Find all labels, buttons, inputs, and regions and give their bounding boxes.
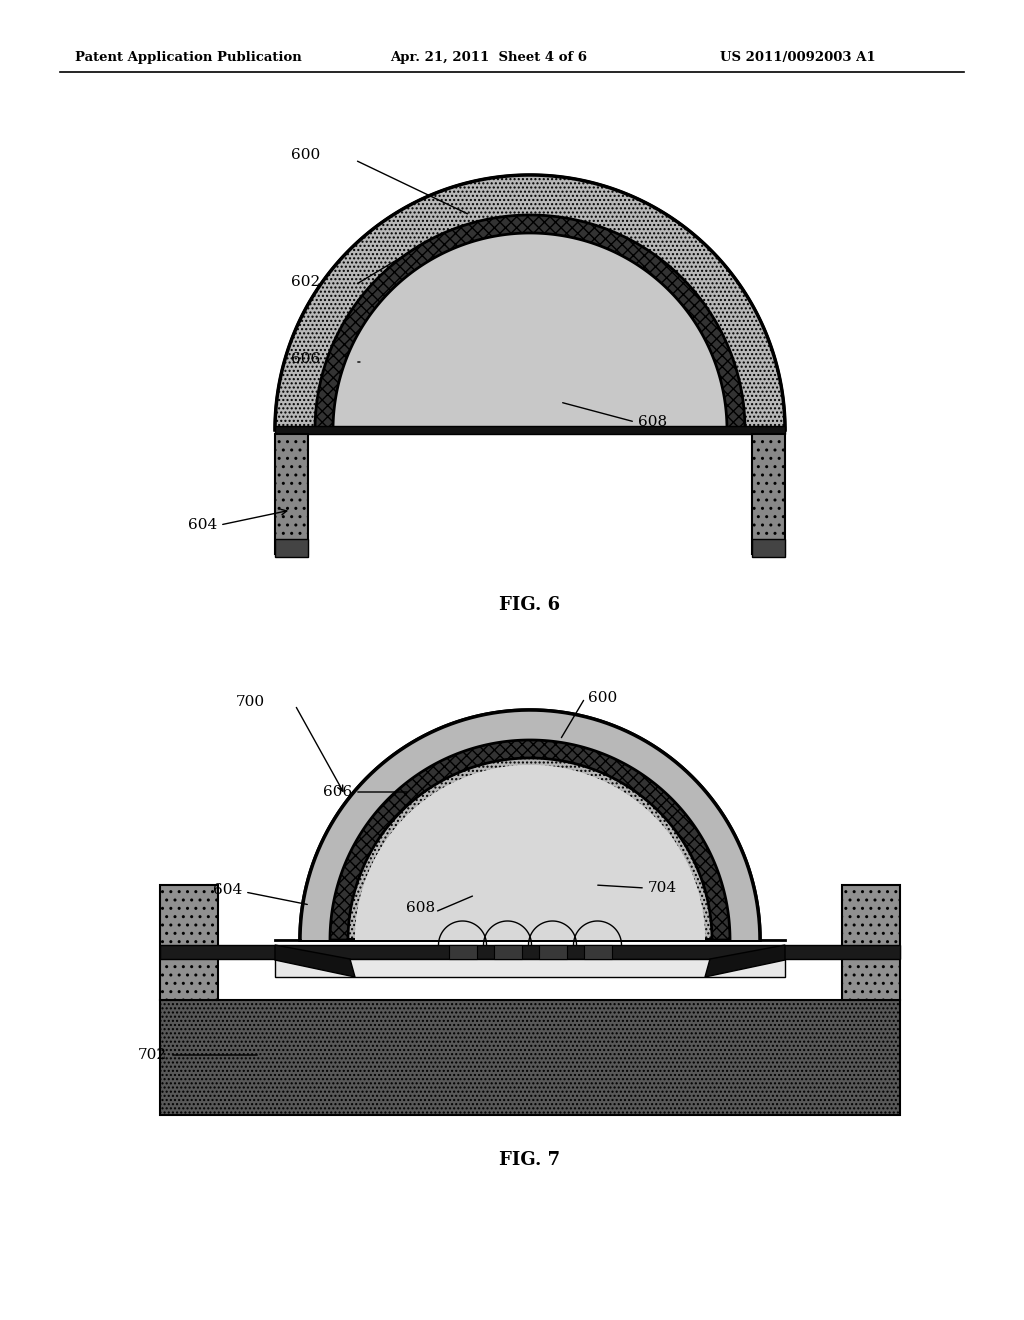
Text: Patent Application Publication: Patent Application Publication xyxy=(75,51,302,65)
Polygon shape xyxy=(333,234,727,430)
Bar xyxy=(539,945,566,960)
Polygon shape xyxy=(275,176,785,430)
Polygon shape xyxy=(275,176,785,430)
Bar xyxy=(494,945,521,960)
Polygon shape xyxy=(275,945,355,977)
Text: 600: 600 xyxy=(291,148,319,162)
Bar xyxy=(449,945,476,960)
Bar xyxy=(160,1001,900,1115)
Text: 606: 606 xyxy=(323,785,352,799)
Bar xyxy=(275,539,308,557)
Polygon shape xyxy=(705,945,785,977)
Polygon shape xyxy=(315,215,745,430)
Polygon shape xyxy=(330,741,730,940)
Text: 602: 602 xyxy=(291,275,319,289)
Text: 606: 606 xyxy=(291,352,319,366)
Text: 604: 604 xyxy=(187,517,217,532)
Text: 704: 704 xyxy=(648,880,677,895)
Bar xyxy=(275,434,308,554)
Text: 702: 702 xyxy=(138,1048,167,1063)
Text: 608: 608 xyxy=(406,902,435,915)
Polygon shape xyxy=(333,234,727,430)
Polygon shape xyxy=(355,766,705,940)
Text: US 2011/0092003 A1: US 2011/0092003 A1 xyxy=(720,51,876,65)
Text: 700: 700 xyxy=(236,696,265,709)
Text: FIG. 6: FIG. 6 xyxy=(500,597,560,614)
Text: FIG. 7: FIG. 7 xyxy=(500,1151,560,1170)
Bar xyxy=(752,434,785,554)
Text: Apr. 21, 2011  Sheet 4 of 6: Apr. 21, 2011 Sheet 4 of 6 xyxy=(390,51,587,65)
Bar xyxy=(275,426,785,434)
Text: 604: 604 xyxy=(213,883,242,898)
Polygon shape xyxy=(300,710,760,940)
Bar xyxy=(584,945,611,960)
Bar xyxy=(160,884,218,1001)
Bar xyxy=(160,945,900,960)
Bar xyxy=(275,960,785,977)
Polygon shape xyxy=(355,766,705,940)
Text: 608: 608 xyxy=(638,414,667,429)
Bar xyxy=(752,539,785,557)
Text: 600: 600 xyxy=(588,690,617,705)
Bar xyxy=(842,884,900,1001)
Polygon shape xyxy=(300,710,760,940)
